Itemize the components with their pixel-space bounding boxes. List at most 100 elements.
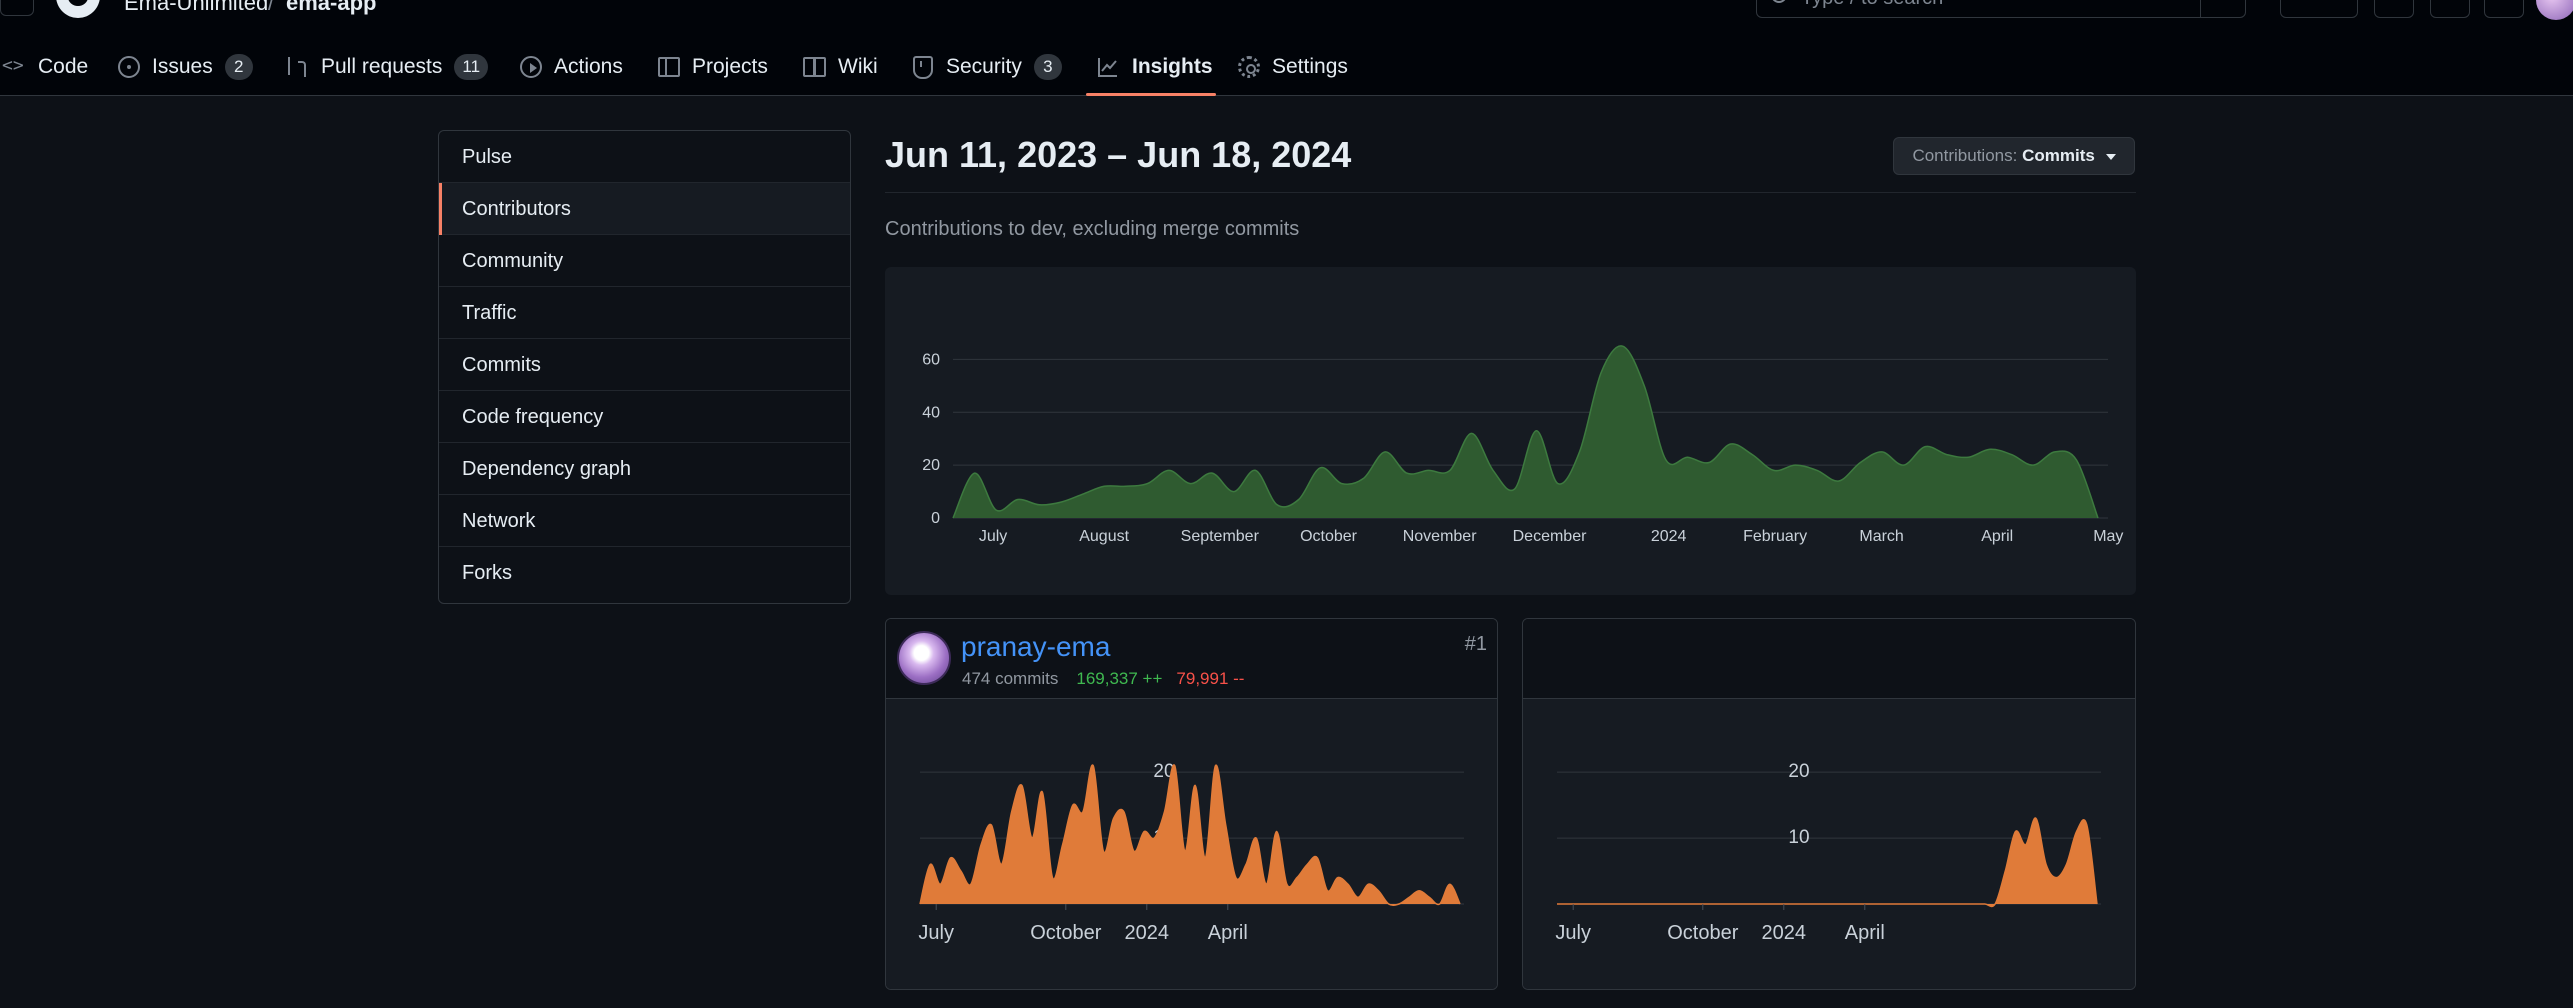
- tab-code[interactable]: Code: [2, 38, 88, 96]
- issue-icon: [118, 56, 140, 78]
- sidebar-item-contributors[interactable]: Contributors: [439, 183, 850, 235]
- search-placeholder: Type / to search: [1801, 0, 1943, 10]
- tab-actions[interactable]: Actions: [520, 38, 623, 96]
- x-tick-label: May: [2093, 528, 2123, 545]
- dropdown-value: Commits: [2022, 146, 2095, 165]
- book-icon: [802, 55, 826, 79]
- header-divider: [885, 192, 2136, 193]
- security-count-badge: 3: [1033, 54, 1062, 80]
- sidebar-item-traffic[interactable]: Traffic: [439, 287, 850, 339]
- tab-projects[interactable]: Projects: [658, 38, 768, 96]
- pull-requests-icon[interactable]: [2430, 0, 2470, 18]
- repo-owner-link[interactable]: Ema-Unlimited: [124, 0, 269, 15]
- deletions-count: 79,991 --: [1176, 669, 1245, 688]
- tab-insights[interactable]: Insights: [1096, 38, 1213, 96]
- github-logo-icon[interactable]: [56, 0, 100, 18]
- contributor-rank: #1: [1464, 633, 1487, 655]
- x-tick-label: October: [1667, 922, 1738, 944]
- repo-name-link[interactable]: ema-app: [286, 0, 377, 15]
- user-avatar[interactable]: [2536, 0, 2573, 20]
- y-tick-label: 20: [1153, 761, 1174, 782]
- x-tick-label: July: [979, 528, 1007, 545]
- play-icon: [520, 56, 542, 78]
- search-input[interactable]: Type / to search: [1756, 0, 2246, 18]
- x-tick-label: September: [1181, 528, 1260, 545]
- dropdown-label: Contributions:: [1912, 146, 2018, 165]
- x-tick-label: 2024: [1762, 922, 1807, 944]
- additions-count: 169,337 ++: [1076, 669, 1163, 688]
- shield-icon: [910, 55, 934, 79]
- command-palette-button[interactable]: [2200, 0, 2244, 18]
- tab-label: Code: [38, 55, 89, 78]
- repo-header: Ema-Unlimited / ema-app Type / to search…: [0, 0, 2573, 96]
- tab-label: Settings: [1272, 55, 1348, 78]
- x-tick-label: April: [1845, 922, 1885, 944]
- contributions-chart-panel: 0 20 40 60 July August September October Novembe…: [885, 267, 2231, 595]
- x-tick-label: July: [1555, 922, 1591, 944]
- contributor-stats: 474 commits 169,337 ++ 79,991 --: [962, 669, 1244, 689]
- issues-count-badge: 2: [224, 54, 253, 80]
- sidebar-item-network[interactable]: Network: [439, 495, 850, 547]
- contributor-card-body: 10 20 July October 2024 April: [1523, 699, 2135, 989]
- sidebar-item-code-frequency[interactable]: Code frequency: [439, 391, 850, 443]
- x-tick-label: April: [1981, 528, 2013, 545]
- area-series: [920, 764, 1460, 906]
- tab-security[interactable]: Security 3: [910, 38, 1062, 96]
- sidebar-item-forks[interactable]: Forks: [462, 562, 512, 584]
- inbox-icon[interactable]: [2484, 0, 2524, 18]
- x-tick-label: December: [1513, 528, 1587, 545]
- contributor-avatar[interactable]: [897, 631, 951, 685]
- tab-pull-requests[interactable]: Pull requests 11: [285, 38, 489, 96]
- x-tick-label: 2024: [1651, 528, 1687, 545]
- y-tick-label: 20: [1788, 761, 1809, 782]
- commit-count[interactable]: 474 commits: [962, 669, 1059, 688]
- contributions-subtitle: Contributions to dev, excluding merge co…: [885, 218, 1300, 240]
- x-tick-label: February: [1743, 528, 1807, 545]
- x-tick-label: 2024: [1125, 922, 1170, 944]
- area-series-line: [1557, 817, 2098, 908]
- contributor-commits-chart: 10 20 July October 2024 April: [1555, 761, 2101, 944]
- code-icon: [2, 55, 26, 79]
- tab-wiki[interactable]: Wiki: [802, 38, 878, 96]
- x-tick-label: March: [1859, 528, 1903, 545]
- tab-label: Security: [946, 55, 1022, 78]
- issues-icon[interactable]: [2374, 0, 2414, 18]
- tab-settings[interactable]: Settings: [1238, 38, 1348, 96]
- sidebar-item-pulse[interactable]: Pulse: [439, 131, 850, 183]
- contributions-chart: 0 20 40 60 July August September October Novembe…: [922, 345, 2231, 545]
- y-tick-label: 40: [922, 404, 940, 421]
- contributor-card: 10 20 July October 2024 April: [1522, 618, 2136, 990]
- tab-label: Insights: [1132, 55, 1213, 78]
- sidebar-item-community[interactable]: Community: [439, 235, 850, 287]
- breadcrumb-separator: /: [268, 0, 275, 15]
- date-range-title: Jun 11, 2023 – Jun 18, 2024: [885, 134, 1352, 175]
- create-new-button[interactable]: [2280, 0, 2358, 18]
- contributions-type-dropdown[interactable]: Contributions: Commits: [1893, 137, 2135, 175]
- insights-sidebar: Pulse Contributors Community Traffic Com…: [438, 130, 851, 604]
- sidebar-item-commits[interactable]: Commits: [439, 339, 850, 391]
- x-tick-label: November: [1403, 528, 1477, 545]
- area-series-line: [919, 764, 1461, 907]
- y-tick-label: 0: [931, 510, 940, 527]
- x-tick-label: October: [1300, 528, 1358, 545]
- table-icon: [658, 57, 680, 77]
- contributor-card-header: [1523, 619, 2135, 699]
- tab-label: Issues: [152, 55, 213, 78]
- area-series-line: [952, 345, 2099, 519]
- area-series: [1557, 818, 2097, 907]
- tab-issues[interactable]: Issues 2: [118, 38, 253, 96]
- y-tick-label: 60: [922, 351, 940, 368]
- contributor-card-header: pranay-ema 474 commits 169,337 ++ 79,991 -…: [886, 619, 1497, 699]
- menu-button[interactable]: [0, 0, 34, 16]
- contributor-name-link[interactable]: pranay-ema: [961, 631, 1111, 662]
- search-icon: [1771, 0, 1787, 3]
- x-tick-label: August: [1079, 528, 1129, 545]
- x-tick-label: April: [1208, 922, 1248, 944]
- tab-label: Wiki: [838, 55, 878, 78]
- area-series: [953, 345, 2098, 518]
- y-tick-label: 10: [1788, 827, 1809, 848]
- sidebar-item-dependency-graph[interactable]: Dependency graph: [439, 443, 850, 495]
- repo-tabs: Code Issues 2 Pull requests 11 Actions P…: [0, 38, 1400, 96]
